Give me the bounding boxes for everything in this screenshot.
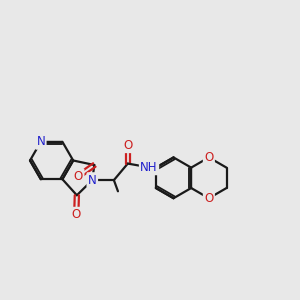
Text: N: N (88, 174, 97, 187)
Text: O: O (204, 151, 214, 164)
Text: O: O (123, 139, 132, 152)
Text: O: O (204, 192, 214, 205)
Text: O: O (72, 208, 81, 221)
Text: O: O (74, 170, 83, 183)
Text: N: N (36, 135, 45, 148)
Text: NH: NH (140, 161, 158, 174)
